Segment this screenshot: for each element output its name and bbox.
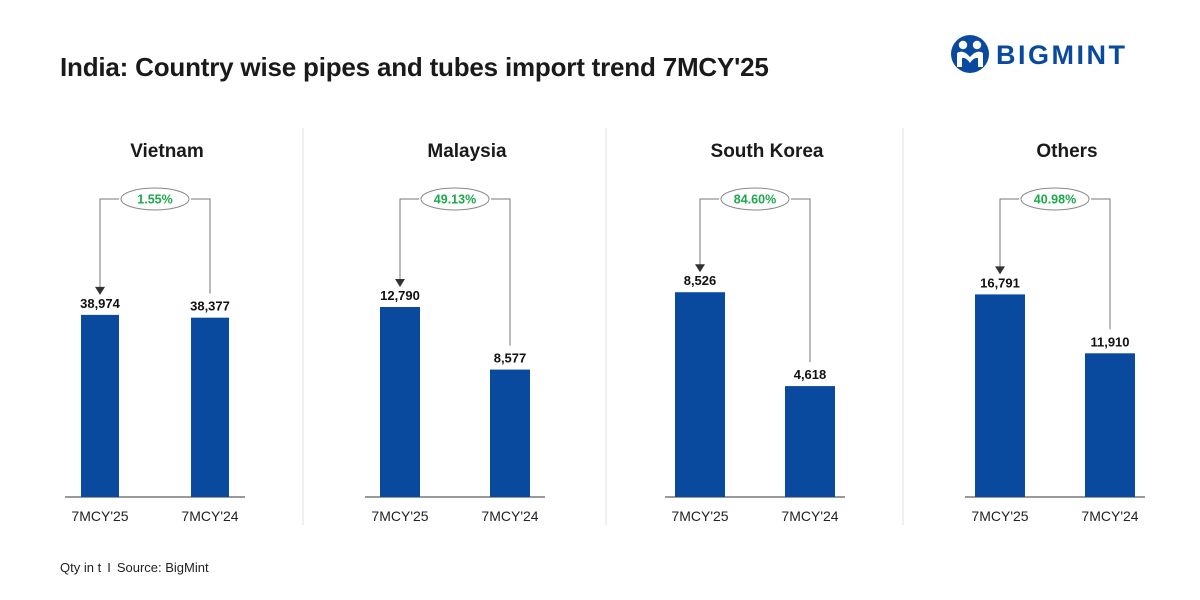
chart-title: South Korea <box>711 141 824 162</box>
category-label: 7MCY'24 <box>181 508 238 524</box>
bar-2 <box>785 386 835 497</box>
category-label: 7MCY'25 <box>971 508 1028 524</box>
change-connector-right <box>791 198 811 363</box>
chart-panel-4: Others 16,791 7MCY'25 11,910 7MCY'24 40.98% <box>965 141 1145 524</box>
source-note: Source: BigMint <box>116 560 209 575</box>
category-label: 7MCY'24 <box>481 508 538 524</box>
chart-panel-2: Malaysia 12,790 7MCY'25 8,577 7MCY'24 49.13% <box>365 141 545 524</box>
change-percent-label: 49.13% <box>434 193 476 207</box>
brand-name: BIGMINT <box>996 40 1128 70</box>
category-label: 7MCY'25 <box>71 508 128 524</box>
footer-note: Qty in t I Source: BigMint <box>60 560 209 575</box>
change-arrow-icon <box>95 286 105 295</box>
category-label: 7MCY'25 <box>371 508 428 524</box>
value-label: 38,974 <box>80 296 121 311</box>
change-connector-left <box>399 198 419 281</box>
bar-1 <box>81 314 119 497</box>
chart-title: Malaysia <box>427 141 507 162</box>
change-badge <box>420 187 490 211</box>
change-percent-label: 84.60% <box>734 193 776 207</box>
change-percent-label: 1.55% <box>137 193 172 207</box>
change-badge <box>720 187 790 211</box>
category-label: 7MCY'24 <box>781 508 838 524</box>
category-label: 7MCY'25 <box>671 508 728 524</box>
bar-1 <box>380 306 420 497</box>
category-label: 7MCY'24 <box>1081 508 1138 524</box>
unit-note: Qty in t <box>60 560 102 575</box>
value-label: 8,526 <box>684 273 717 288</box>
change-connector-left <box>999 198 1019 269</box>
footer-separator: I <box>107 560 111 575</box>
bar-1 <box>675 292 725 497</box>
value-label: 16,791 <box>980 275 1020 290</box>
value-label: 4,618 <box>794 367 827 382</box>
change-percent-label: 40.98% <box>1034 193 1076 207</box>
change-connector-right <box>191 198 211 294</box>
change-connector-right <box>491 198 511 346</box>
change-arrow-icon <box>695 264 705 273</box>
bar-2 <box>191 317 229 497</box>
page-title: India: Country wise pipes and tubes impo… <box>60 52 769 82</box>
change-connector-left <box>699 198 719 267</box>
bar-2 <box>490 369 530 497</box>
change-connector-left <box>99 198 119 289</box>
chart-panel-1: Vietnam 38,974 7MCY'25 38,377 7MCY'24 1.55% <box>65 141 245 524</box>
value-label: 11,910 <box>1090 334 1129 349</box>
value-label: 8,577 <box>494 351 527 366</box>
value-label: 38,377 <box>190 299 230 314</box>
change-badge <box>120 187 190 211</box>
bar-1 <box>975 294 1025 497</box>
bigmint-logo-icon <box>951 35 989 73</box>
brand-logo: BIGMINT <box>950 33 1160 75</box>
change-badge <box>1020 187 1090 211</box>
value-label: 12,790 <box>380 288 420 303</box>
change-arrow-icon <box>995 266 1005 275</box>
change-arrow-icon <box>395 278 405 287</box>
chart-title: Others <box>1036 141 1097 162</box>
chart-panel-3: South Korea 8,526 7MCY'25 4,618 7MCY'24 84.60… <box>665 141 845 524</box>
change-connector-right <box>1091 198 1111 330</box>
bar-2 <box>1085 353 1135 497</box>
chart-title: Vietnam <box>130 141 204 162</box>
